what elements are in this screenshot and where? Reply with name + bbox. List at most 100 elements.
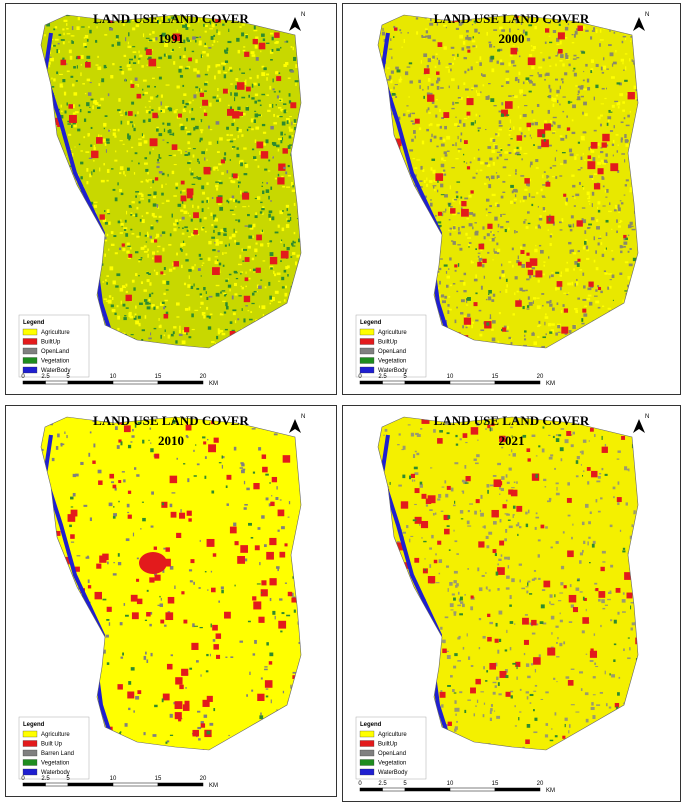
land-patch [106,606,112,612]
land-patch [582,187,585,190]
land-patch [575,281,579,286]
land-patch [116,445,120,449]
land-patch [582,185,584,187]
land-patch [96,563,102,569]
land-patch [130,247,132,250]
land-patch [613,209,617,212]
land-patch [233,446,237,451]
land-patch [234,92,238,97]
land-patch [545,333,547,336]
land-patch [282,455,291,463]
land-patch [50,57,54,62]
land-patch [159,302,164,306]
land-patch [586,191,590,196]
land-patch [444,295,447,299]
land-patch [169,503,173,508]
land-patch [198,18,200,23]
land-patch [542,206,546,211]
land-patch [608,111,613,113]
land-patch [482,74,486,77]
land-patch [106,141,110,144]
land-patch [135,84,138,86]
land-patch [519,89,523,94]
land-patch [610,76,615,79]
legend-swatch [359,328,375,336]
land-patch [178,68,182,73]
land-patch [501,109,508,117]
land-patch [161,192,164,196]
land-patch [568,224,572,227]
land-patch [223,311,227,314]
land-patch [142,33,145,38]
land-patch [158,317,160,321]
land-patch [492,475,497,477]
land-patch [544,486,547,488]
land-patch [147,248,149,252]
land-patch [277,280,281,282]
land-patch [460,196,463,199]
land-patch [601,71,605,74]
land-patch [466,323,470,327]
land-patch [222,264,225,267]
land-patch [127,245,131,247]
land-patch [141,219,145,223]
land-patch [258,83,260,87]
land-patch [208,125,210,129]
land-patch [223,71,228,74]
land-patch [434,188,436,192]
land-patch [506,481,510,484]
land-patch [491,337,496,342]
land-patch [537,324,542,326]
land-patch [550,454,554,457]
land-patch [491,320,496,324]
land-patch [113,235,117,238]
legend-label: Barren Land [41,751,74,757]
land-patch [84,45,88,48]
land-patch [407,31,409,34]
land-patch [280,239,283,242]
land-patch [580,85,584,89]
land-patch [142,93,145,96]
land-patch [178,226,180,229]
land-patch [135,195,137,198]
land-patch [146,589,149,592]
land-patch [406,110,410,112]
land-patch [106,179,109,182]
land-patch [557,51,559,56]
land-patch [512,264,514,268]
land-patch [489,314,492,318]
land-patch [560,565,565,570]
land-patch [478,257,483,261]
land-patch [514,276,518,280]
land-patch [544,321,546,326]
land-patch [497,223,500,228]
land-patch [123,425,131,433]
land-patch [580,464,582,466]
land-patch [588,195,591,199]
land-patch [513,95,518,99]
land-patch [395,542,403,551]
land-patch [436,85,440,90]
land-patch [224,60,229,63]
land-patch [539,621,544,625]
land-patch [207,68,209,72]
land-patch [183,210,188,214]
land-patch [599,39,604,41]
land-patch [563,159,567,164]
land-patch [436,189,439,193]
land-patch [560,458,563,462]
land-patch [470,687,476,694]
land-patch [485,17,490,19]
land-patch [269,578,277,586]
land-patch [631,228,636,231]
land-patch [546,301,551,304]
land-patch [625,179,629,182]
land-patch [559,286,562,291]
land-patch [471,321,475,324]
land-patch [240,272,242,275]
land-patch [278,620,287,629]
land-patch [285,40,289,43]
land-patch [167,173,169,177]
land-patch [194,625,198,627]
land-patch [188,215,191,217]
